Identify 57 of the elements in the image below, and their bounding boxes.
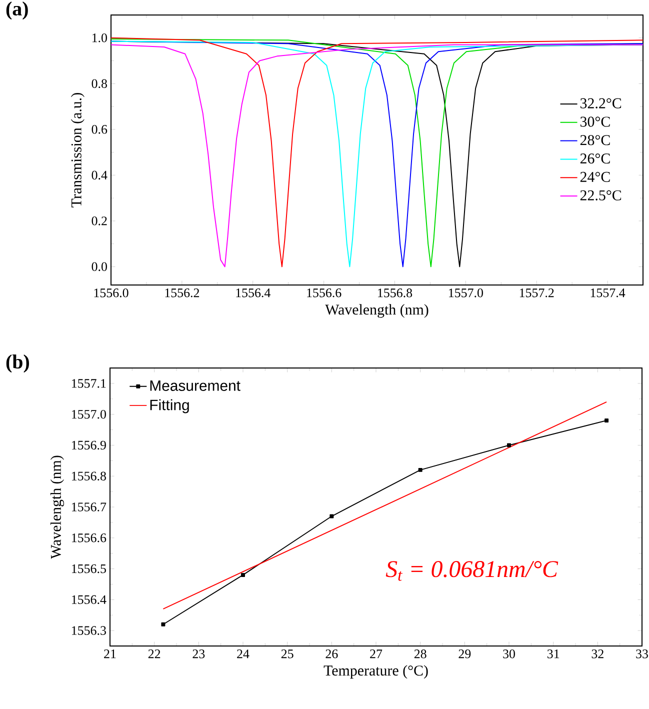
y-tick-label: 1556.7 <box>72 502 106 512</box>
x-tick-label: 1556.6 <box>307 288 342 298</box>
x-tick-label: 30 <box>503 650 515 658</box>
x-tick-label: 24 <box>237 650 250 658</box>
legend-label: Measurement <box>150 380 240 391</box>
y-tick-label: 0.4 <box>92 170 108 180</box>
x-tick-label: 25 <box>281 650 294 658</box>
legend-label: 24°C <box>580 172 610 182</box>
x-axis-title: Temperature (°C) <box>324 665 428 679</box>
y-tick-label: 1556.3 <box>72 626 106 635</box>
legend-label: 30°C <box>580 116 610 127</box>
y-tick-label: 0.8 <box>92 79 107 88</box>
legend-label: 22.5°C <box>580 190 622 200</box>
y-tick-label: 0.0 <box>92 262 107 272</box>
x-tick-label: 29 <box>458 650 471 658</box>
y-axis-title: Transmission (a.u.) <box>70 93 84 208</box>
x-tick-label: 31 <box>547 650 560 658</box>
x-tick-label: 26 <box>326 650 338 658</box>
point <box>330 514 334 518</box>
point <box>161 622 166 626</box>
x-tick-label: 1557.2 <box>520 288 554 298</box>
point <box>418 468 422 472</box>
point <box>241 572 245 577</box>
text: (b) <box>6 354 29 373</box>
x-axis-title: Wavelength (nm) <box>325 304 428 318</box>
y-tick-label: 1557.1 <box>72 379 106 388</box>
legend-label: 32.2°C <box>580 98 622 108</box>
y-tick-label: 0.6 <box>92 125 108 134</box>
x-tick-label: 32 <box>592 650 604 658</box>
point <box>604 418 609 423</box>
x-tick-label: 1556.4 <box>236 288 270 298</box>
y-tick-label: 1556.6 <box>72 534 106 542</box>
y-tick-label: 1556.9 <box>72 440 106 450</box>
x-tick-label: 27 <box>370 650 382 658</box>
annotation: S$_{t}$ = 0.0681nm/°C <box>386 561 558 581</box>
y-tick-label: 1557.0 <box>72 410 106 419</box>
y-tick-label: 1556.8 <box>72 472 106 481</box>
legend-label: Fitting <box>150 399 189 414</box>
y-tick-label: 1556.5 <box>72 564 106 574</box>
legend-label: 26°C <box>580 153 610 164</box>
x-tick-label: 33 <box>636 650 648 658</box>
y-tick-label: 1.0 <box>92 33 107 42</box>
x-tick-label: 28 <box>414 650 426 658</box>
x-tick-label: 1557.0 <box>449 288 483 298</box>
x-tick-label: 1556.0 <box>94 288 128 298</box>
x-tick-label: 1556.8 <box>378 288 412 298</box>
point <box>507 443 511 448</box>
legend-label: 28°C <box>580 135 610 146</box>
x-tick-label: 22 <box>148 650 160 658</box>
y-axis-title: Wavelength (nm) <box>50 456 64 559</box>
text: (a) <box>6 2 28 20</box>
x-tick-label: 21 <box>104 650 116 658</box>
y-tick-label: 1556.4 <box>72 595 106 604</box>
x-tick-label: 1556.2 <box>165 288 200 298</box>
x-tick-label: 23 <box>192 650 205 658</box>
y-tick-label: 0.2 <box>92 216 107 226</box>
x-tick-label: 1557.4 <box>590 288 626 298</box>
